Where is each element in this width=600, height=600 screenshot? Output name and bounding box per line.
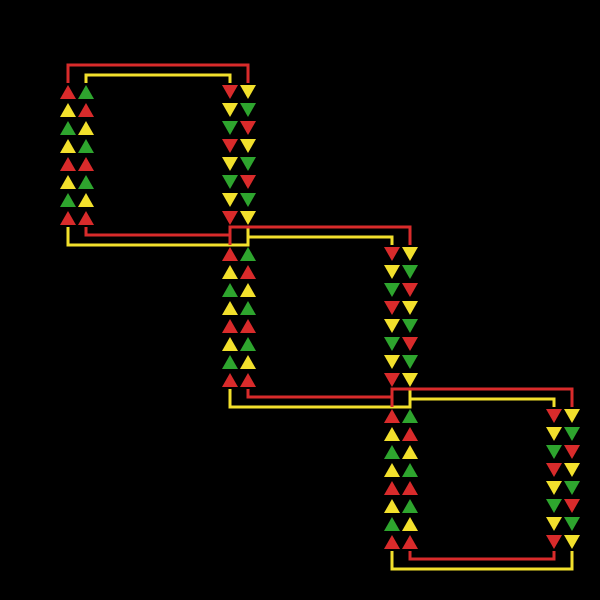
diagram-canvas (0, 0, 600, 600)
background (0, 0, 600, 600)
